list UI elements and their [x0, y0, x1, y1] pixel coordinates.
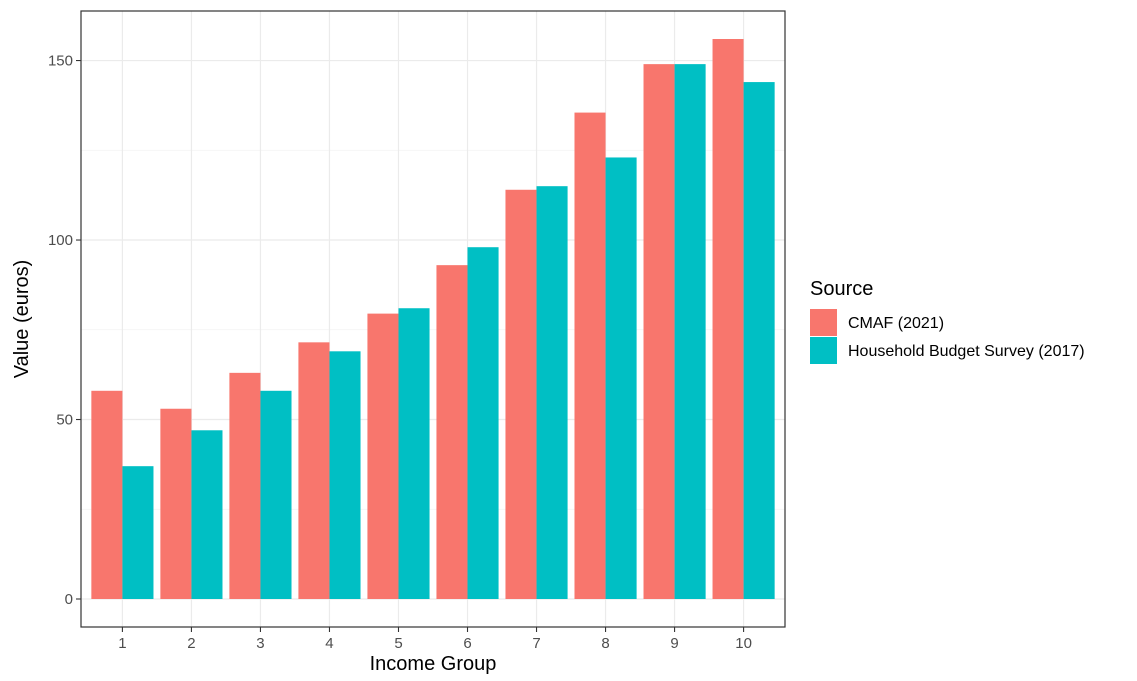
- x-tick-label: 3: [256, 635, 264, 652]
- bar-household-budget-survey-group-7: [536, 186, 568, 599]
- bar-household-budget-survey-group-9: [674, 64, 706, 600]
- bar-cmaf-group-10: [712, 39, 744, 599]
- x-tick-label: 1: [118, 635, 126, 652]
- bar-household-budget-survey-group-10: [743, 82, 775, 600]
- x-axis-ticks: 1 2 3 4 5 6 7 8 9 10: [118, 627, 752, 652]
- x-tick-label: 6: [463, 635, 471, 652]
- y-axis-title: Value (euros): [11, 260, 33, 379]
- legend: Source CMAF (2021) Household Budget Surv…: [810, 278, 1085, 364]
- x-tick-label: 8: [601, 635, 609, 652]
- bar-cmaf-group-8: [574, 112, 606, 599]
- bar-cmaf-group-3: [229, 372, 261, 599]
- y-tick-label: 50: [56, 412, 73, 429]
- legend-key-cmaf: [810, 309, 837, 336]
- bar-cmaf-group-1: [91, 390, 123, 599]
- bar-cmaf-group-6: [436, 265, 468, 599]
- x-axis-title: Income Group: [370, 653, 497, 675]
- x-tick-label: 2: [187, 635, 195, 652]
- x-tick-label: 4: [325, 635, 333, 652]
- panel-border: [80, 10, 786, 628]
- y-tick-label: 0: [65, 591, 73, 608]
- bar-household-budget-survey-group-6: [467, 247, 499, 599]
- x-tick-label: 5: [394, 635, 402, 652]
- x-tick-label: 10: [735, 635, 752, 652]
- y-tick-label: 150: [48, 53, 73, 70]
- bar-household-budget-survey-group-2: [191, 430, 223, 599]
- legend-label-household-budget-survey: Household Budget Survey (2017): [848, 343, 1085, 360]
- legend-label-cmaf: CMAF (2021): [848, 315, 944, 332]
- bar-household-budget-survey-group-8: [605, 157, 637, 599]
- bar-cmaf-group-5: [367, 313, 399, 599]
- legend-title: Source: [810, 278, 873, 300]
- bar-cmaf-group-7: [505, 189, 537, 599]
- x-tick-label: 7: [532, 635, 540, 652]
- y-tick-label: 100: [48, 232, 73, 249]
- legend-key-household-budget-survey: [810, 337, 837, 364]
- bar-household-budget-survey-group-1: [122, 466, 154, 599]
- bar-household-budget-survey-group-5: [398, 308, 430, 599]
- bar-cmaf-group-4: [298, 342, 330, 599]
- x-tick-label: 9: [670, 635, 678, 652]
- bar-household-budget-survey-group-3: [260, 390, 292, 599]
- bar-cmaf-group-2: [160, 408, 192, 599]
- y-axis-ticks: 0 50 100 150: [48, 53, 81, 608]
- bar-cmaf-group-9: [643, 64, 675, 600]
- bars: [91, 39, 775, 600]
- bar-household-budget-survey-group-4: [329, 351, 361, 599]
